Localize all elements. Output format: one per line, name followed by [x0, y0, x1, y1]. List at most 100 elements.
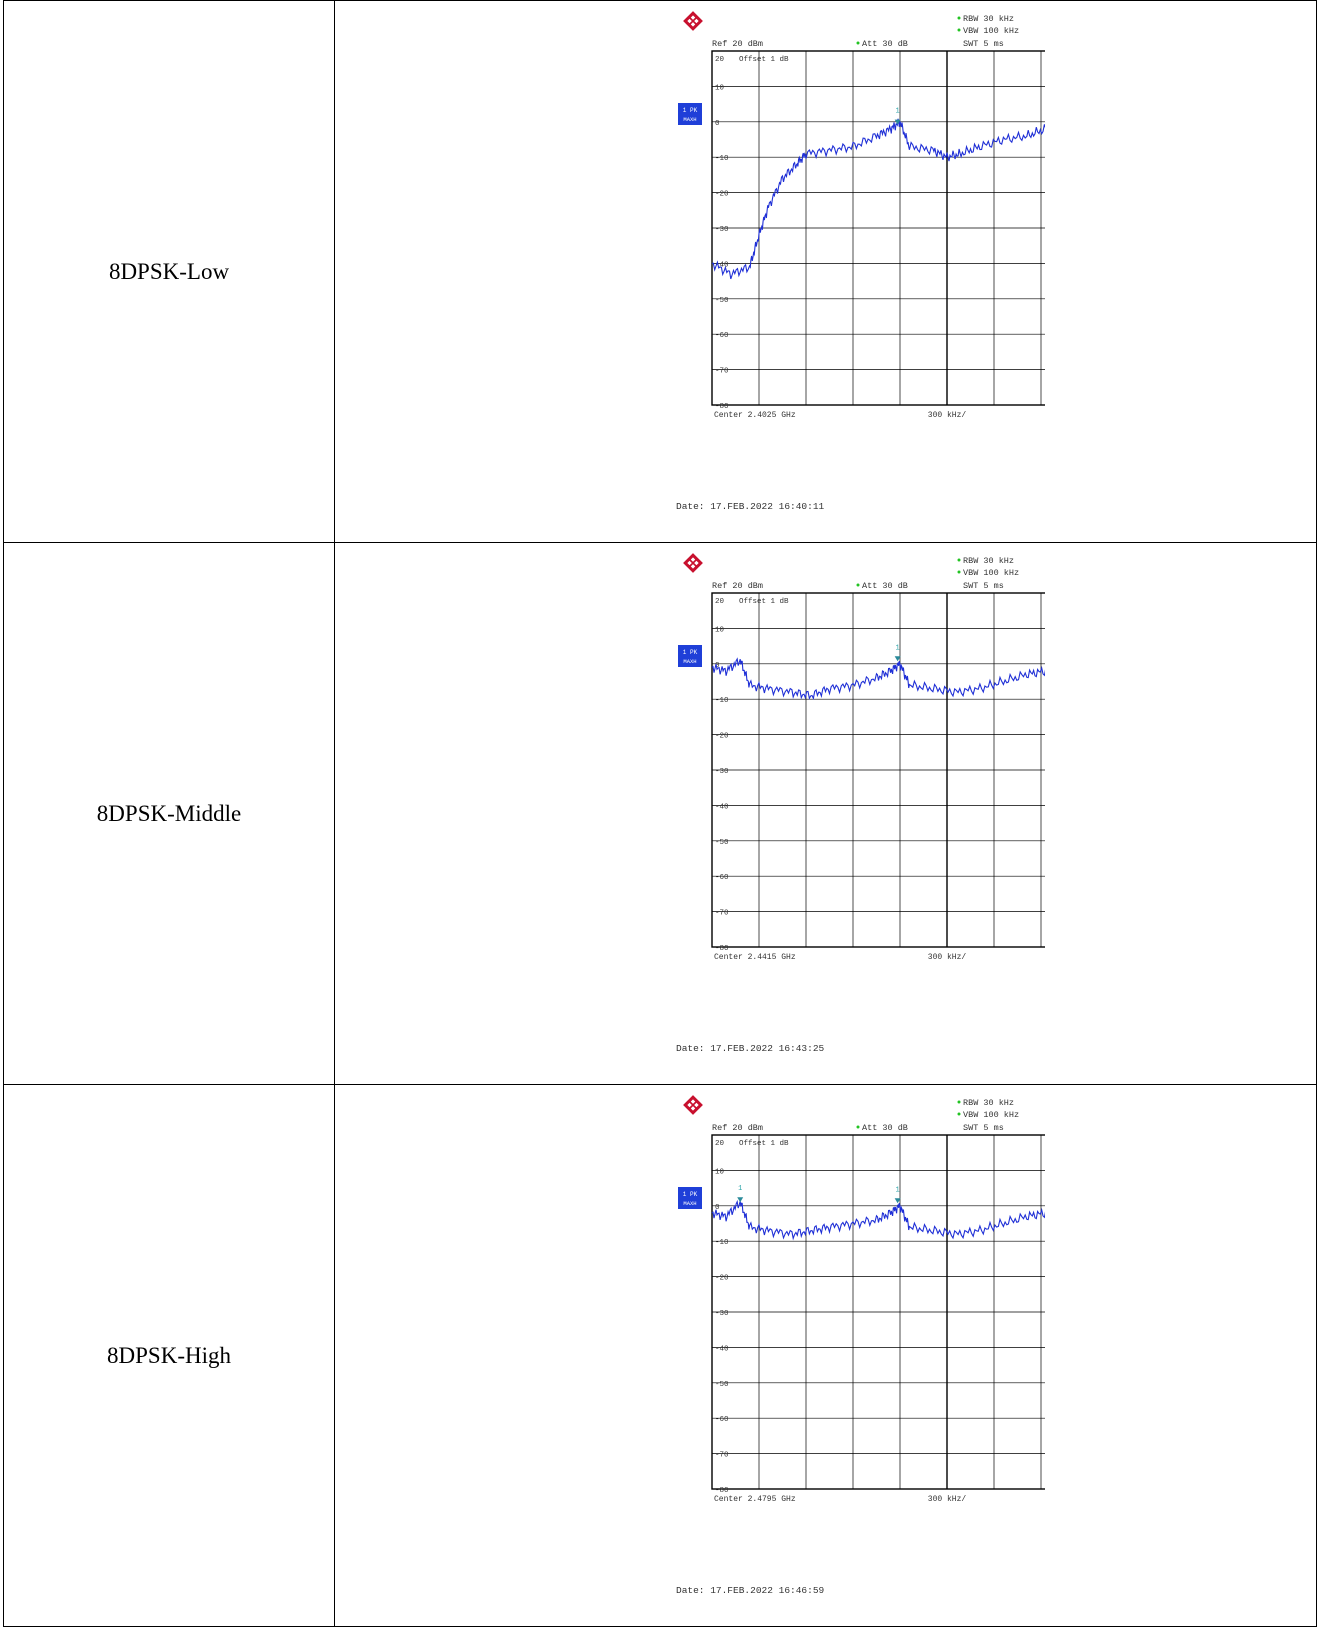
vbw-label: VBW 100 kHz — [963, 568, 1019, 578]
y-tick-label: -80 — [715, 403, 729, 411]
rbw-dot-icon — [957, 16, 961, 20]
y-tick-label: 10 — [715, 84, 725, 92]
center-frequency-label: Center 2.4415 GHz — [714, 953, 796, 962]
spectrum-trace — [711, 118, 1045, 280]
marker-number: 1 — [896, 1186, 900, 1194]
y-tick-label: -50 — [715, 839, 729, 847]
vbw-dot-icon — [957, 1112, 961, 1116]
rohde-schwarz-logo-icon — [683, 11, 703, 31]
trace-mode-badge — [678, 1187, 702, 1209]
y-tick-label: -30 — [715, 1310, 729, 1318]
ref-level-label: Ref 20 dBm — [712, 1123, 763, 1133]
trace-mode-badge — [678, 103, 702, 125]
results-table: 8DPSK-Low RBW 30 kHz VBW 100 kHz Ref 20 dB… — [3, 0, 1317, 1627]
ref-level-label: Ref 20 dBm — [712, 39, 763, 49]
rohde-schwarz-logo-icon — [683, 553, 703, 573]
offset-label: Offset 1 dB — [739, 56, 789, 64]
y-tick-label: 0 — [715, 662, 720, 670]
spectrum-cell: RBW 30 kHz VBW 100 kHz Ref 20 dBm Att 30 dB… — [334, 0, 1317, 543]
marker-triangle — [737, 1197, 744, 1203]
y-tick-label: -10 — [715, 1239, 729, 1247]
trace-badge-line2: MAXH — [683, 658, 696, 665]
y-tick-label: -80 — [715, 945, 729, 953]
y-tick-label: 10 — [715, 626, 725, 634]
sweep-time-label: SWT 5 ms — [963, 39, 1004, 49]
y-tick-label: -10 — [715, 697, 729, 705]
y-tick-label: -40 — [715, 803, 729, 811]
trace-badge-line2: MAXH — [683, 1200, 696, 1207]
attenuation-label: Att 30 dB — [862, 39, 908, 49]
offset-label: Offset 1 dB — [739, 598, 789, 606]
spectrum-cell: RBW 30 kHz VBW 100 kHz Ref 20 dBm Att 30 dB… — [334, 1084, 1317, 1627]
y-top-label: 20 — [715, 56, 725, 64]
offset-label: Offset 1 dB — [739, 1140, 789, 1148]
y-tick-label: 0 — [715, 120, 720, 128]
trace-badge-line2: MAXH — [683, 116, 696, 123]
y-tick-label: -30 — [715, 226, 729, 234]
y-tick-label: -60 — [715, 332, 729, 340]
att-dot-icon — [856, 583, 860, 587]
spectrum-cell: RBW 30 kHz VBW 100 kHz Ref 20 dBm Att 30 dB… — [334, 542, 1317, 1085]
row-label: 8DPSK-Middle — [3, 542, 335, 1085]
marker-number: 1 — [738, 1185, 742, 1193]
row-label: 8DPSK-High — [3, 1084, 335, 1627]
row-label: 8DPSK-Low — [3, 0, 335, 543]
center-frequency-label: Center 2.4025 GHz — [714, 411, 796, 420]
marker-triangle — [894, 656, 901, 662]
rbw-dot-icon — [957, 1100, 961, 1104]
trace-badge-line1: 1 PK — [683, 107, 698, 114]
marker-number: 1 — [896, 108, 900, 116]
y-top-label: 20 — [715, 598, 725, 606]
spectrum-trace — [711, 1199, 1045, 1241]
y-tick-label: -70 — [715, 368, 729, 376]
rbw-dot-icon — [957, 558, 961, 562]
y-top-label: 20 — [715, 1140, 725, 1148]
rbw-label: RBW 30 kHz — [963, 556, 1014, 566]
span-per-division-label: 300 kHz/ — [928, 1495, 967, 1504]
y-tick-label: -40 — [715, 1345, 729, 1353]
span-per-division-label: 300 kHz/ — [928, 953, 967, 962]
y-tick-label: -60 — [715, 1416, 729, 1424]
att-dot-icon — [856, 1125, 860, 1129]
spectrum-trace — [711, 657, 1045, 701]
y-tick-label: -60 — [715, 874, 729, 882]
vbw-dot-icon — [957, 28, 961, 32]
table-row: 8DPSK-Middle RBW 30 kHz VBW 100 kHz Ref 20… — [3, 542, 1317, 1085]
trace-badge-line1: 1 PK — [683, 1191, 698, 1198]
y-tick-label: -70 — [715, 910, 729, 918]
trace-mode-badge — [678, 645, 702, 667]
table-row: 8DPSK-High RBW 30 kHz VBW 100 kHz Ref 20 d… — [3, 1084, 1317, 1627]
ref-level-label: Ref 20 dBm — [712, 581, 763, 591]
y-tick-label: -80 — [715, 1487, 729, 1495]
center-frequency-label: Center 2.4795 GHz — [714, 1495, 796, 1504]
y-tick-label: 0 — [715, 1204, 720, 1212]
sweep-time-label: SWT 5 ms — [963, 1123, 1004, 1133]
y-tick-label: -20 — [715, 191, 729, 199]
y-tick-label: -20 — [715, 1275, 729, 1283]
spectrum-analyzer-screenshot: RBW 30 kHz VBW 100 kHz Ref 20 dBm Att 30 dB… — [676, 11, 1045, 512]
vbw-label: VBW 100 kHz — [963, 1110, 1019, 1120]
vbw-dot-icon — [957, 570, 961, 574]
vbw-label: VBW 100 kHz — [963, 26, 1019, 36]
rbw-label: RBW 30 kHz — [963, 1098, 1014, 1108]
attenuation-label: Att 30 dB — [862, 1123, 908, 1133]
spectrum-analyzer-screenshot: RBW 30 kHz VBW 100 kHz Ref 20 dBm Att 30 dB… — [676, 553, 1045, 1054]
marker-number: 1 — [896, 644, 900, 652]
table-row: 8DPSK-Low RBW 30 kHz VBW 100 kHz Ref 20 dB… — [3, 0, 1317, 543]
att-dot-icon — [856, 41, 860, 45]
y-tick-label: -50 — [715, 297, 729, 305]
spectrum-analyzer-screenshot: RBW 30 kHz VBW 100 kHz Ref 20 dBm Att 30 dB… — [676, 1095, 1045, 1596]
trace-badge-line1: 1 PK — [683, 649, 698, 656]
y-tick-label: -20 — [715, 733, 729, 741]
y-tick-label: -70 — [715, 1452, 729, 1460]
y-tick-label: -10 — [715, 155, 729, 163]
attenuation-label: Att 30 dB — [862, 581, 908, 591]
y-tick-label: 10 — [715, 1168, 725, 1176]
marker-triangle — [894, 1198, 901, 1204]
sweep-time-label: SWT 5 ms — [963, 581, 1004, 591]
y-tick-label: -50 — [715, 1381, 729, 1389]
span-per-division-label: 300 kHz/ — [928, 411, 967, 420]
date-stamp: Date: 17.FEB.2022 16:43:25 — [676, 1043, 825, 1054]
rbw-label: RBW 30 kHz — [963, 14, 1014, 24]
date-stamp: Date: 17.FEB.2022 16:40:11 — [676, 501, 825, 512]
